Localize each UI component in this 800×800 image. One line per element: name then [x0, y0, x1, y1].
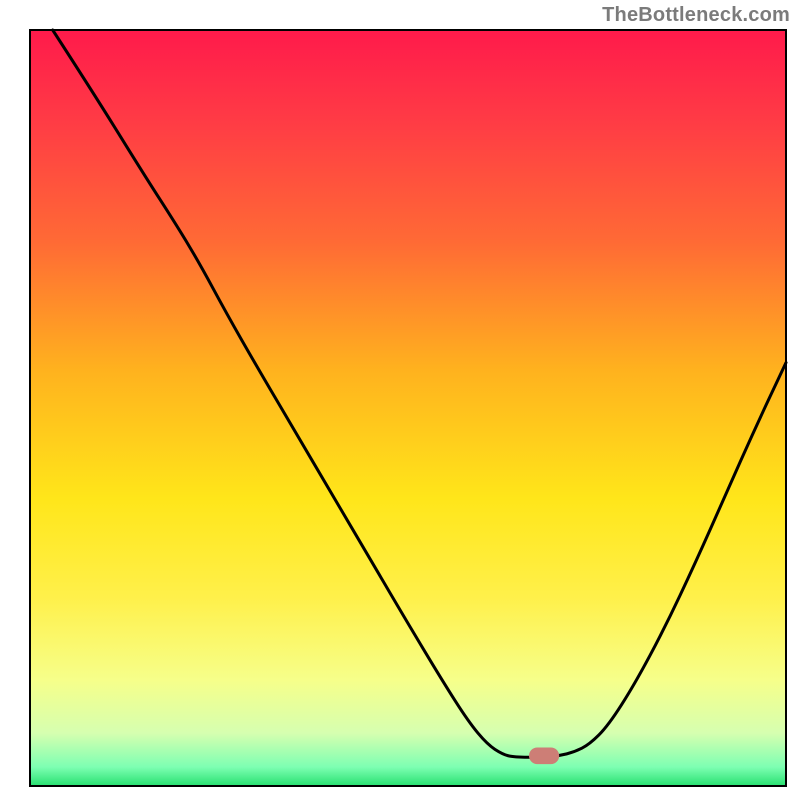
- bottleneck-chart-svg: [0, 0, 800, 800]
- optimum-marker: [529, 747, 559, 764]
- chart-canvas: TheBottleneck.com: [0, 0, 800, 800]
- plot-background-gradient: [30, 30, 786, 786]
- watermark-text: TheBottleneck.com: [602, 4, 790, 27]
